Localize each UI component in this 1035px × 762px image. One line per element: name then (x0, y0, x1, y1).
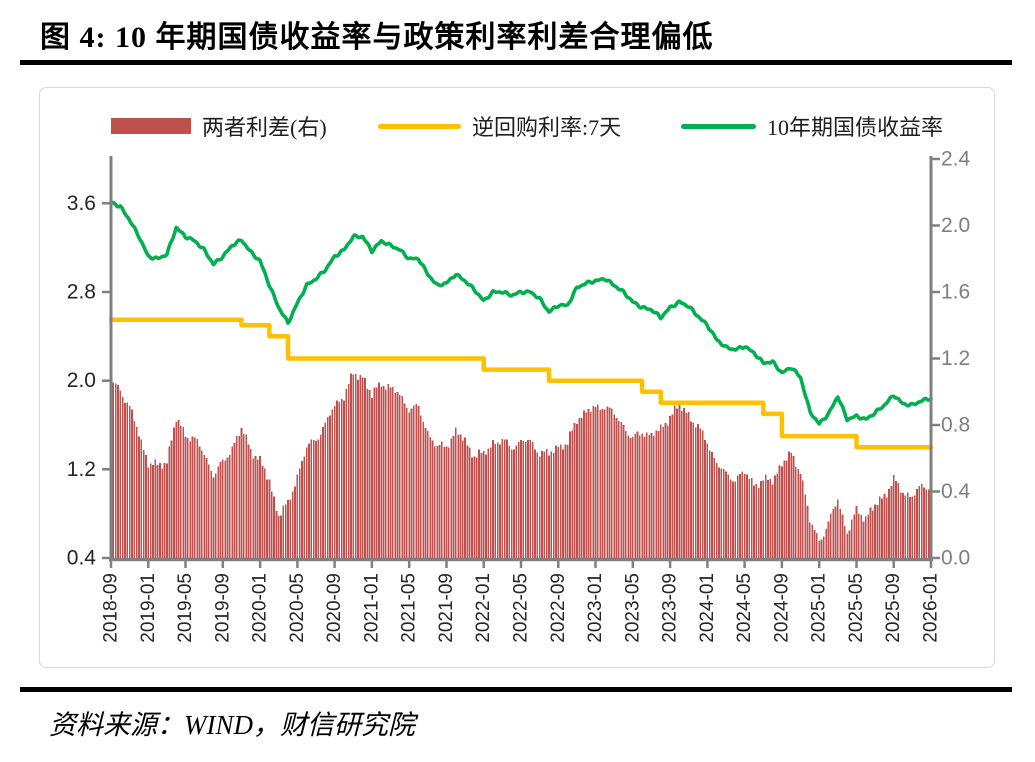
svg-text:3.6: 3.6 (67, 192, 96, 215)
svg-text:1.2: 1.2 (941, 347, 970, 370)
svg-text:2021-05: 2021-05 (399, 573, 420, 643)
svg-text:2025-05: 2025-05 (846, 573, 867, 643)
legend-item-spread: 两者利差(右) (111, 114, 327, 140)
figure-title: 图 4: 10 年期国债收益率与政策利率利差合理偏低 (40, 21, 714, 54)
svg-text:2020-09: 2020-09 (324, 573, 345, 643)
svg-text:2023-09: 2023-09 (660, 573, 681, 643)
legend-item-repo-rate: 逆回购利率:7天 (378, 114, 621, 140)
svg-text:0.0: 0.0 (941, 547, 970, 570)
svg-text:1.2: 1.2 (67, 458, 96, 481)
svg-text:0.8: 0.8 (941, 414, 970, 437)
svg-text:2023-01: 2023-01 (585, 573, 606, 643)
svg-text:2.0: 2.0 (67, 369, 96, 392)
legend-item-10y-yield: 10年期国债收益率 (681, 114, 943, 140)
svg-text:2019-01: 2019-01 (138, 573, 159, 643)
svg-text:2025-09: 2025-09 (883, 573, 904, 643)
svg-text:2021-09: 2021-09 (436, 573, 457, 643)
svg-text:2022-09: 2022-09 (548, 573, 569, 643)
svg-text:2026-01: 2026-01 (921, 573, 942, 643)
svg-text:2019-05: 2019-05 (175, 573, 196, 643)
svg-text:2024-01: 2024-01 (697, 573, 718, 643)
svg-text:2018-09: 2018-09 (101, 573, 122, 643)
svg-text:2.8: 2.8 (67, 281, 96, 304)
spread-bar-swatch-icon (111, 118, 191, 134)
legend-label-repo-rate: 逆回购利率:7天 (472, 115, 622, 140)
source-note: 资料来源：WIND，财信研究院 (49, 710, 415, 740)
svg-text:1.6: 1.6 (941, 281, 970, 304)
chart-svg: 3.6 2.8 2.0 1.2 0.4 2.4 2.0 1.6 1.2 0.8 0.4 0.0 2018… (67, 148, 971, 643)
svg-text:2024-09: 2024-09 (771, 573, 792, 643)
chart-container: 3.6 2.8 2.0 1.2 0.4 2.4 2.0 1.6 1.2 0.8 0.4 0.0 2018… (39, 87, 995, 668)
svg-text:0.4: 0.4 (67, 547, 97, 570)
svg-text:2020-01: 2020-01 (250, 573, 271, 643)
svg-text:2022-05: 2022-05 (511, 573, 532, 643)
title-divider (20, 60, 1012, 65)
svg-text:2.0: 2.0 (941, 214, 970, 237)
svg-text:2023-05: 2023-05 (622, 573, 643, 643)
svg-text:2.4: 2.4 (941, 148, 971, 171)
svg-text:2021-01: 2021-01 (361, 573, 382, 643)
legend-label-10y-yield: 10年期国债收益率 (767, 115, 944, 140)
svg-text:0.4: 0.4 (941, 480, 971, 503)
chart-divider (20, 687, 1012, 692)
svg-text:2022-01: 2022-01 (473, 573, 494, 643)
repo-line-swatch-icon (378, 123, 461, 129)
legend-label-spread: 两者利差(右) (202, 115, 327, 140)
yield-line-swatch-icon (681, 123, 756, 129)
svg-text:2019-09: 2019-09 (212, 573, 233, 643)
svg-text:2020-05: 2020-05 (287, 573, 308, 643)
svg-text:2024-05: 2024-05 (734, 573, 755, 643)
svg-text:2025-01: 2025-01 (809, 573, 830, 643)
